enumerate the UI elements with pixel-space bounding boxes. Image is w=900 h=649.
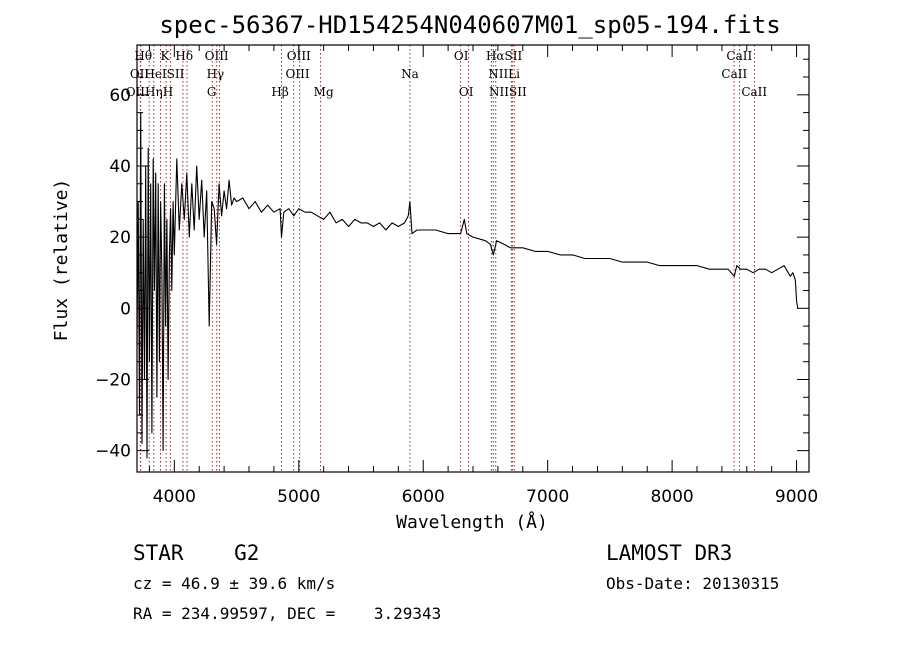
- y-tick-label: 40: [109, 157, 131, 177]
- line-label: OIII: [205, 49, 229, 63]
- spectral-line-markers: [139, 45, 755, 472]
- survey-name: LAMOST DR3: [606, 541, 732, 565]
- x-tick-label: 7000: [526, 487, 569, 507]
- line-label: HeISII: [144, 67, 184, 81]
- line-label: Na: [401, 67, 419, 81]
- y-tick-label: 20: [109, 228, 131, 248]
- line-label: Hγ: [207, 67, 225, 81]
- line-label: K: [161, 49, 171, 63]
- line-label: G: [207, 85, 217, 99]
- line-label: CaII: [721, 67, 747, 81]
- x-axis-label: Wavelength (Å): [396, 511, 548, 533]
- line-label: Hβ: [271, 85, 288, 99]
- flux-line: [136, 112, 799, 459]
- line-label: OI: [454, 49, 469, 63]
- line-label: NIISII: [489, 85, 527, 99]
- x-axis-ticks: 4000 5000 6000 7000 8000 9000: [148, 45, 818, 507]
- y-tick-label: 0: [120, 299, 131, 319]
- line-label: OI: [459, 85, 474, 99]
- line-label: CaII: [741, 85, 767, 99]
- line-label: NIILi: [488, 67, 520, 81]
- y-tick-label: 60: [109, 86, 131, 106]
- line-label: Mg: [314, 85, 334, 99]
- x-tick-label: 5000: [277, 487, 320, 507]
- ra-dec-coordinates: RA = 234.99597, DEC = 3.29343: [133, 604, 441, 623]
- y-tick-label: −40: [95, 442, 131, 462]
- x-tick-label: 4000: [153, 487, 196, 507]
- x-tick-label: 8000: [650, 487, 693, 507]
- line-label: HαSII: [486, 49, 523, 63]
- chart-title: spec-56367-HD154254N040607M01_sp05-194.f…: [159, 11, 780, 39]
- plot-frame: [136, 44, 810, 473]
- observation-date: Obs-Date: 20130315: [606, 574, 779, 593]
- y-tick-label: −20: [95, 370, 131, 390]
- object-class: STAR G2: [133, 541, 259, 565]
- line-label: OII: [130, 67, 150, 81]
- line-label: CaII: [726, 49, 752, 63]
- redshift-velocity: cz = 46.9 ± 39.6 km/s: [133, 574, 335, 593]
- line-label: Hδ: [175, 49, 193, 63]
- line-label: OIII: [286, 67, 310, 81]
- y-axis-ticks: −40 −20 0 20 40 60: [95, 58, 809, 462]
- line-label: OIIHηH: [126, 85, 173, 99]
- spectrum-series: [136, 112, 799, 459]
- x-tick-label: 6000: [402, 487, 445, 507]
- x-tick-label: 9000: [775, 487, 818, 507]
- y-axis-label: Flux (relative): [51, 179, 72, 342]
